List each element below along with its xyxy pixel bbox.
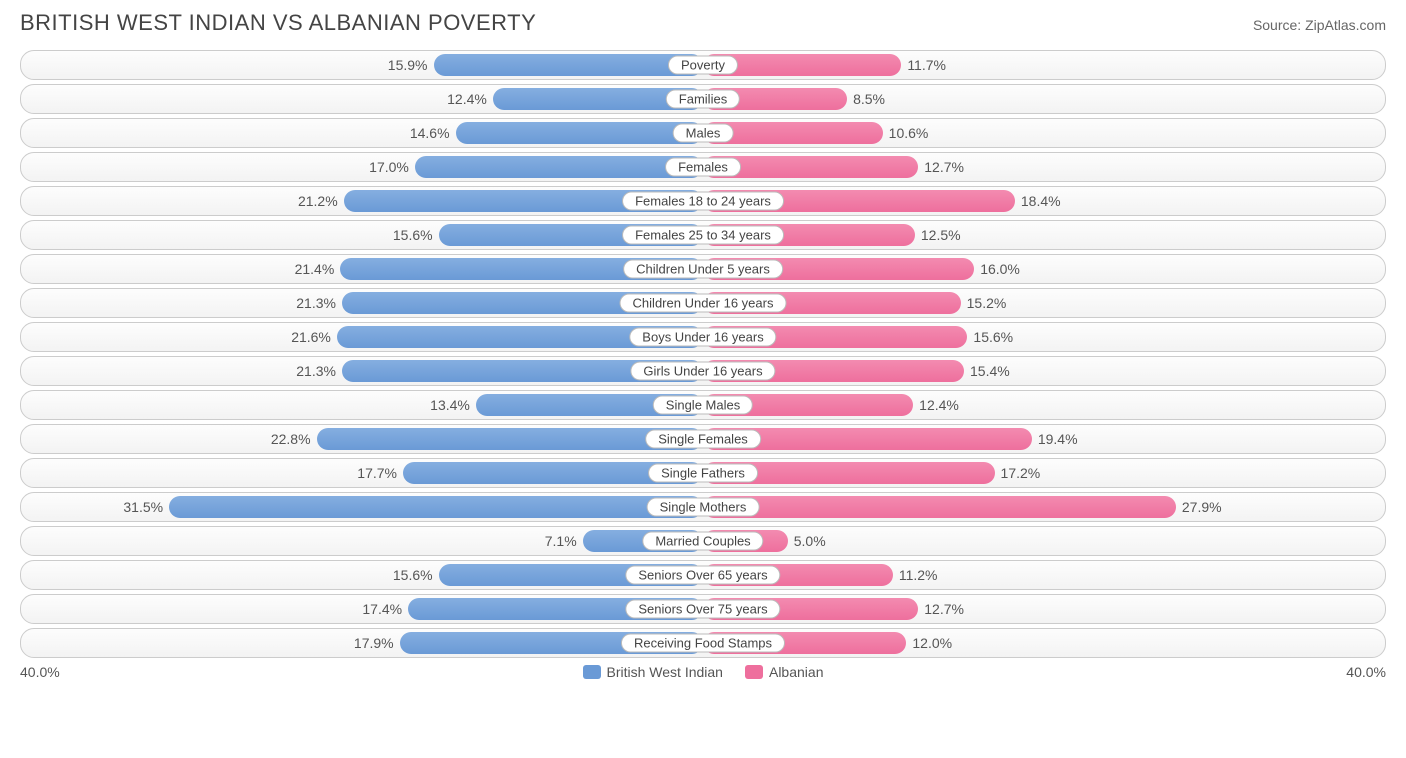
category-label: Single Males xyxy=(653,396,753,415)
value-right: 12.4% xyxy=(919,397,959,413)
value-left: 15.9% xyxy=(388,57,428,73)
chart-footer: 40.0% British West Indian Albanian 40.0% xyxy=(20,664,1386,680)
value-right: 17.2% xyxy=(1001,465,1041,481)
bar-left xyxy=(169,496,703,518)
category-label: Poverty xyxy=(668,56,738,75)
value-left: 15.6% xyxy=(393,567,433,583)
category-label: Single Fathers xyxy=(648,464,758,483)
chart-row: 17.7% 17.2% Single Fathers xyxy=(20,458,1386,488)
value-left: 21.2% xyxy=(298,193,338,209)
legend-label-right: Albanian xyxy=(769,664,824,680)
chart-title: BRITISH WEST INDIAN VS ALBANIAN POVERTY xyxy=(20,10,536,36)
chart-row: 22.8% 19.4% Single Females xyxy=(20,424,1386,454)
value-right: 27.9% xyxy=(1182,499,1222,515)
bar-left xyxy=(415,156,703,178)
axis-max-right: 40.0% xyxy=(1346,664,1386,680)
value-left: 17.4% xyxy=(362,601,402,617)
value-left: 21.6% xyxy=(291,329,331,345)
chart-header: BRITISH WEST INDIAN VS ALBANIAN POVERTY … xyxy=(20,10,1386,36)
value-right: 12.0% xyxy=(912,635,952,651)
chart-row: 21.3% 15.4% Girls Under 16 years xyxy=(20,356,1386,386)
category-label: Boys Under 16 years xyxy=(629,328,776,347)
bar-left xyxy=(434,54,704,76)
chart-row: 14.6% 10.6% Males xyxy=(20,118,1386,148)
chart-row: 15.9% 11.7% Poverty xyxy=(20,50,1386,80)
category-label: Single Females xyxy=(645,430,761,449)
chart-row: 21.2% 18.4% Females 18 to 24 years xyxy=(20,186,1386,216)
value-left: 21.4% xyxy=(295,261,335,277)
value-left: 12.4% xyxy=(447,91,487,107)
value-right: 18.4% xyxy=(1021,193,1061,209)
value-right: 12.5% xyxy=(921,227,961,243)
legend-label-left: British West Indian xyxy=(607,664,723,680)
value-left: 17.9% xyxy=(354,635,394,651)
chart-row: 21.3% 15.2% Children Under 16 years xyxy=(20,288,1386,318)
value-right: 11.7% xyxy=(907,57,946,73)
diverging-bar-chart: 15.9%11.7%Poverty12.4%8.5%Families14.6%1… xyxy=(20,50,1386,658)
category-label: Females 25 to 34 years xyxy=(622,226,784,245)
bar-left xyxy=(456,122,703,144)
chart-row: 12.4% 8.5% Families xyxy=(20,84,1386,114)
value-right: 15.2% xyxy=(967,295,1007,311)
chart-row: 13.4% 12.4% Single Males xyxy=(20,390,1386,420)
value-right: 8.5% xyxy=(853,91,885,107)
category-label: Females xyxy=(665,158,741,177)
chart-row: 21.6% 15.6% Boys Under 16 years xyxy=(20,322,1386,352)
category-label: Seniors Over 75 years xyxy=(625,600,780,619)
category-label: Seniors Over 65 years xyxy=(625,566,780,585)
value-right: 12.7% xyxy=(924,159,964,175)
category-label: Receiving Food Stamps xyxy=(621,634,785,653)
value-left: 17.7% xyxy=(357,465,397,481)
axis-max-left: 40.0% xyxy=(20,664,60,680)
category-label: Single Mothers xyxy=(647,498,760,517)
chart-source: Source: ZipAtlas.com xyxy=(1253,17,1386,33)
value-right: 16.0% xyxy=(980,261,1020,277)
chart-row: 7.1% 5.0% Married Couples xyxy=(20,526,1386,556)
chart-row: 17.4% 12.7% Seniors Over 75 years xyxy=(20,594,1386,624)
value-right: 12.7% xyxy=(924,601,964,617)
legend-item-left: British West Indian xyxy=(583,664,723,680)
value-left: 17.0% xyxy=(369,159,409,175)
chart-row: 31.5% 27.9% Single Mothers xyxy=(20,492,1386,522)
value-left: 15.6% xyxy=(393,227,433,243)
bar-right xyxy=(703,496,1176,518)
category-label: Children Under 16 years xyxy=(620,294,787,313)
legend: British West Indian Albanian xyxy=(583,664,824,680)
value-left: 7.1% xyxy=(545,533,577,549)
value-left: 31.5% xyxy=(123,499,163,515)
value-right: 19.4% xyxy=(1038,431,1078,447)
category-label: Children Under 5 years xyxy=(623,260,783,279)
legend-item-right: Albanian xyxy=(745,664,824,680)
category-label: Males xyxy=(673,124,734,143)
legend-swatch-left xyxy=(583,665,601,679)
value-left: 22.8% xyxy=(271,431,311,447)
category-label: Married Couples xyxy=(642,532,763,551)
category-label: Females 18 to 24 years xyxy=(622,192,784,211)
chart-row: 17.9% 12.0% Receiving Food Stamps xyxy=(20,628,1386,658)
chart-row: 21.4% 16.0% Children Under 5 years xyxy=(20,254,1386,284)
chart-row: 15.6% 11.2% Seniors Over 65 years xyxy=(20,560,1386,590)
value-right: 11.2% xyxy=(899,567,938,583)
category-label: Families xyxy=(666,90,740,109)
chart-row: 15.6% 12.5% Females 25 to 34 years xyxy=(20,220,1386,250)
value-right: 15.6% xyxy=(973,329,1013,345)
value-right: 15.4% xyxy=(970,363,1010,379)
value-left: 13.4% xyxy=(430,397,470,413)
legend-swatch-right xyxy=(745,665,763,679)
value-left: 14.6% xyxy=(410,125,450,141)
chart-row: 17.0% 12.7% Females xyxy=(20,152,1386,182)
value-left: 21.3% xyxy=(296,295,336,311)
value-right: 10.6% xyxy=(889,125,929,141)
value-left: 21.3% xyxy=(296,363,336,379)
category-label: Girls Under 16 years xyxy=(630,362,775,381)
value-right: 5.0% xyxy=(794,533,826,549)
